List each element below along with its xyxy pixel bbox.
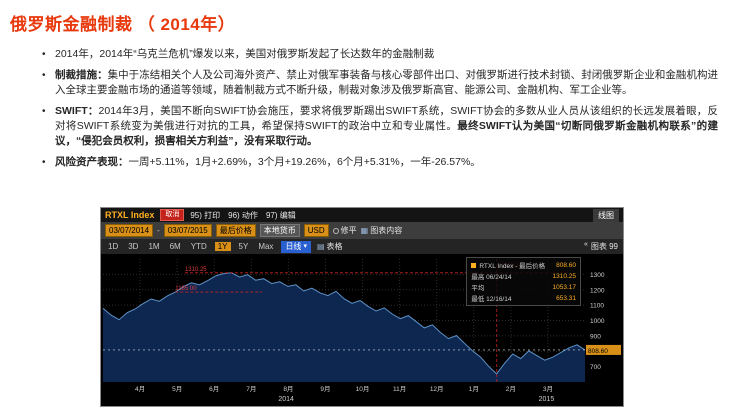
bullet-item: SWIFT：2014年3月，美国不断向SWIFT协会施压，要求将俄罗斯踢出SWI… — [42, 104, 718, 149]
chart-content-label: 图表内容 — [370, 226, 403, 235]
range-tab-6m[interactable]: 6M — [169, 242, 181, 251]
currency-select[interactable]: USD — [303, 224, 329, 237]
svg-text:9月: 9月 — [320, 385, 330, 393]
legend-swatch — [471, 262, 477, 268]
range-tab-5y[interactable]: 5Y — [238, 242, 249, 251]
range-tabs: 1D 3D 1M 6M YTD 1Y 5Y Max — [106, 242, 275, 251]
cancel-button[interactable]: 取消 — [160, 209, 185, 221]
field-select[interactable]: 最后价格 — [215, 224, 256, 237]
currency-mode-select[interactable]: 本地货币 — [259, 224, 300, 237]
range-tab-max[interactable]: Max — [258, 242, 274, 251]
legend-label: 最高 06/24/14 — [471, 274, 512, 281]
table-button[interactable]: ▤ 表格 — [317, 241, 343, 252]
terminal-menu-bar: RTXL Index 取消 95) 打印 96) 动作 97) 编辑 线图 — [101, 208, 623, 222]
bullet-text: 一周+5.11%，1月+2.69%，3个月+19.26%，6个月+5.31%，一… — [128, 156, 481, 168]
range-tab-ytd[interactable]: YTD — [190, 242, 207, 251]
svg-text:1200: 1200 — [590, 287, 605, 294]
svg-text:1300: 1300 — [590, 272, 605, 279]
bullet-text: 最终SWIFT认为美国“切断同俄罗斯金融机构联系”的建议，“侵犯会员权利，损害相… — [55, 120, 718, 147]
svg-text:1185.00: 1185.00 — [175, 286, 197, 292]
svg-text:808.60: 808.60 — [588, 348, 608, 355]
svg-text:6月: 6月 — [209, 385, 219, 393]
grid-icon: ▦ — [360, 226, 369, 235]
menu-item[interactable]: 97) 编辑 — [265, 210, 296, 220]
range-tab-1m[interactable]: 1M — [148, 242, 160, 251]
date-to-input[interactable]: 03/07/2015 — [163, 224, 212, 237]
bullet-item: 风险资产表现：一周+5.11%，1月+2.69%，3个月+19.26%，6个月+… — [42, 155, 718, 170]
bullet-item: 制裁措施：集中于冻结相关个人及公司海外资产、禁止对俄军事装备与核心零部件出口、对… — [42, 68, 718, 98]
legend-label: 最低 12/16/14 — [471, 296, 512, 303]
terminal-menu-items: 95) 打印 96) 动作 97) 编辑 — [190, 210, 295, 221]
terminal-toolbar: 03/07/2014 - 03/07/2015 最后价格 本地货币 USD 修平… — [101, 222, 623, 239]
interval-select[interactable]: 日线 ▾ — [281, 240, 311, 253]
svg-text:2015: 2015 — [539, 396, 555, 403]
chevron-down-icon: ▾ — [303, 242, 307, 250]
svg-text:1000: 1000 — [590, 318, 605, 325]
bullet-text: 风险资产表现： — [55, 156, 129, 168]
legend-value: 1310.25 — [552, 272, 577, 280]
range-tab-1d[interactable]: 1D — [108, 242, 119, 251]
date-separator: - — [157, 226, 160, 235]
page-title: 俄罗斯金融制裁 （ 2014年） — [10, 15, 236, 34]
legend-value: 1053.17 — [552, 283, 577, 291]
chart-slot[interactable]: « 图表 99 — [584, 241, 618, 252]
svg-text:1月: 1月 — [469, 385, 479, 393]
bullet-text: 集中于冻结相关个人及公司海外资产、禁止对俄军事装备与核心零部件出口、对俄罗斯进行… — [55, 69, 719, 96]
svg-text:12月: 12月 — [430, 385, 444, 393]
legend-row: 最高 06/24/14 1310.25 — [471, 271, 577, 282]
table-label: 表格 — [326, 242, 343, 251]
table-icon: ▤ — [316, 242, 325, 251]
svg-text:700: 700 — [590, 364, 601, 371]
svg-text:7月: 7月 — [246, 385, 256, 393]
bullet-text: SWIFT： — [55, 105, 99, 117]
svg-text:2014: 2014 — [278, 396, 294, 403]
smoothing-toggle[interactable]: 修平 — [332, 225, 357, 236]
ticker-symbol: RTXL Index — [105, 210, 155, 220]
menu-item[interactable]: 96) 动作 — [228, 210, 258, 220]
svg-text:1310.25: 1310.25 — [185, 267, 207, 273]
svg-text:4月: 4月 — [135, 385, 145, 393]
bullet-text: 2014年，2014年“乌克兰危机”爆发以来，美国对俄罗斯发起了长达数年的金融制… — [55, 48, 435, 60]
svg-text:8月: 8月 — [283, 385, 293, 393]
smoothing-label: 修平 — [340, 226, 357, 235]
svg-text:2月: 2月 — [506, 385, 516, 393]
svg-text:1100: 1100 — [590, 303, 604, 310]
range-tab-1y[interactable]: 1Y — [214, 242, 231, 251]
chart-content-button[interactable]: ▦ 图表内容 — [361, 225, 403, 236]
svg-text:900: 900 — [590, 333, 601, 340]
interval-label: 日线 — [285, 241, 302, 251]
legend-value: 653.31 — [556, 294, 576, 302]
svg-text:11月: 11月 — [393, 385, 406, 393]
svg-text:3月: 3月 — [543, 385, 553, 393]
svg-text:5月: 5月 — [172, 385, 182, 393]
legend-row: 最低 12/16/14 653.31 — [471, 293, 576, 304]
range-tab-3d[interactable]: 3D — [128, 242, 139, 251]
radio-icon — [332, 227, 339, 234]
legend-value: 808.60 — [556, 261, 576, 269]
bullet-text: 2014年3月，美国不断向SWIFT协会施压，要求将俄罗斯踢出SWIFT系统，S… — [55, 105, 718, 132]
legend-row: 平均 1053.17 — [471, 282, 577, 293]
chart-area: 4月5月6月7月8月9月10月11月12月1月2月3月7008009001000… — [101, 254, 623, 406]
bullet-item: 2014年，2014年“乌克兰危机”爆发以来，美国对俄罗斯发起了长达数年的金融制… — [42, 47, 718, 62]
range-tab-bar: 1D 3D 1M 6M YTD 1Y 5Y Max 日线 ▾ ▤ 表格 « 图表 99 — [101, 239, 623, 254]
screen-name: 线图 — [593, 208, 619, 222]
chart-legend: RTXL Index - 最后价格 808.60 最高 06/24/14 1310.2… — [466, 257, 581, 306]
legend-label: 平均 — [471, 285, 485, 292]
date-from-input[interactable]: 03/07/2014 — [105, 224, 154, 237]
chevron-left-icon: « — [583, 241, 588, 248]
legend-label: RTXL Index - 最后价格 — [479, 263, 546, 270]
bullet-text: 制裁措施： — [55, 69, 108, 81]
chart-slot-text: 图表 99 — [590, 242, 618, 251]
svg-text:10月: 10月 — [356, 385, 370, 393]
legend-row: RTXL Index - 最后价格 808.60 — [471, 260, 576, 270]
bullet-list: 2014年，2014年“乌克兰危机”爆发以来，美国对俄罗斯发起了长达数年的金融制… — [42, 47, 718, 170]
menu-item[interactable]: 95) 打印 — [190, 210, 221, 220]
bloomberg-terminal-screenshot: RTXL Index 取消 95) 打印 96) 动作 97) 编辑 线图 03/0… — [100, 207, 624, 407]
